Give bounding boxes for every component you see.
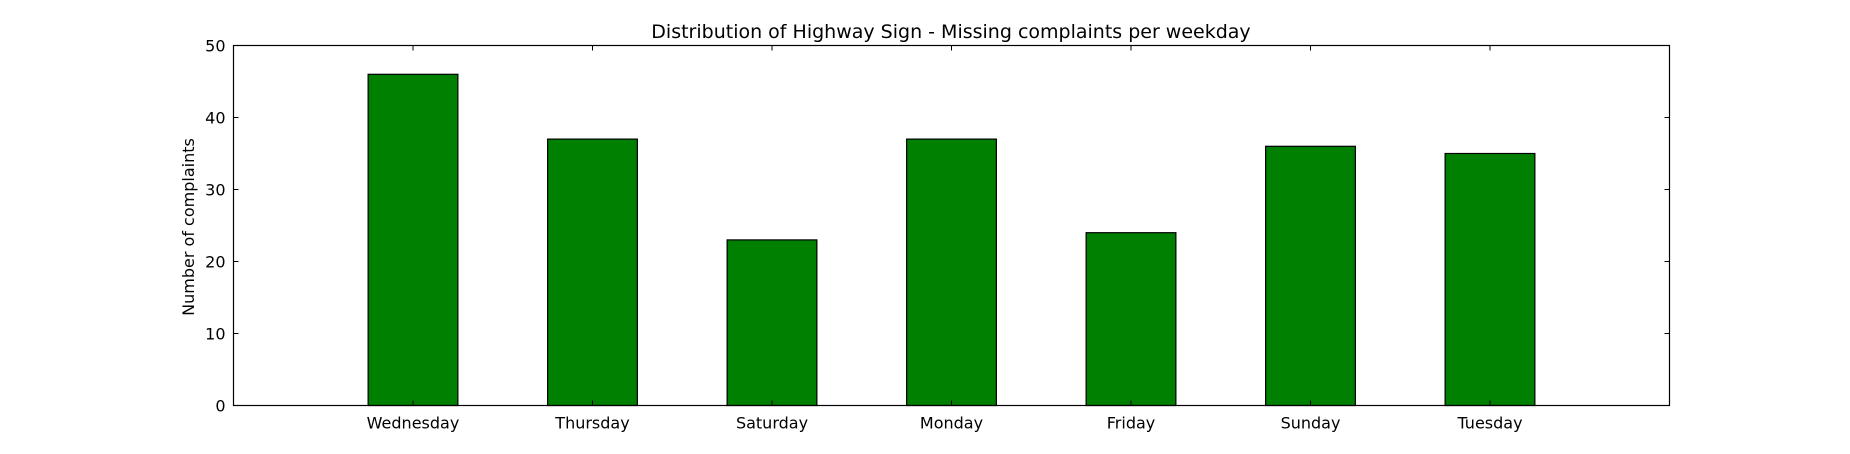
- bar-saturday: [726, 239, 818, 407]
- y-tick-label: 30: [205, 181, 225, 200]
- bar-wednesday: [367, 73, 459, 407]
- x-tick-label: Wednesday: [367, 414, 460, 433]
- bar-thursday: [547, 138, 638, 407]
- bar-sunday: [1265, 145, 1356, 407]
- bar-friday: [1085, 232, 1177, 407]
- x-tick-label: Thursday: [554, 414, 629, 433]
- x-tick-label: Tuesday: [1456, 414, 1522, 433]
- x-tick-label: Monday: [920, 414, 983, 433]
- y-tick-label: 20: [205, 253, 225, 272]
- y-tick-label: 0: [215, 397, 225, 416]
- y-tick-label: 50: [205, 37, 225, 56]
- ticks-layer: [233, 45, 1670, 406]
- y-tick-label: 40: [205, 109, 225, 128]
- y-axis-label: Number of complaints: [179, 138, 198, 316]
- x-tick-label: Sunday: [1281, 414, 1341, 433]
- plot-area-frame: [232, 44, 1671, 407]
- x-tick-label: Friday: [1107, 414, 1156, 433]
- x-tick-label: Saturday: [736, 414, 808, 433]
- bars-layer: [367, 73, 1536, 407]
- y-tick-label: 10: [205, 325, 225, 344]
- chart-title: Distribution of Highway Sign - Missing c…: [651, 21, 1250, 43]
- bar-tuesday: [1444, 152, 1536, 407]
- tick-labels-layer: Wednesday Thursday Saturday Monday Friday Sun…: [205, 37, 1522, 433]
- bar-monday: [906, 138, 997, 407]
